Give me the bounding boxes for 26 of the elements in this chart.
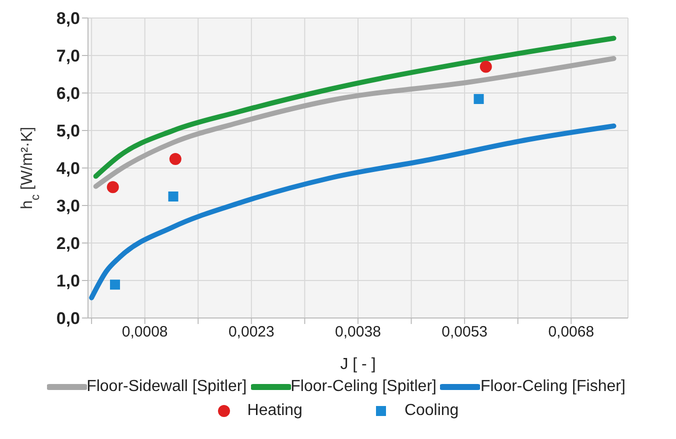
y-tick-label: 5,0 (56, 122, 80, 141)
y-tick-label: 3,0 (56, 196, 80, 216)
legend-label: Floor-Sidewall [Spitler] (86, 378, 247, 396)
x-tick-label: 0,0038 (335, 324, 381, 341)
y-tick-label: 2,0 (56, 234, 80, 254)
point (169, 153, 182, 165)
point (480, 60, 492, 73)
y-tick-label: 1,0 (56, 272, 80, 291)
legend-label: Cooling (404, 402, 459, 420)
y-tick-label: 6,0 (56, 84, 80, 104)
point (110, 280, 120, 290)
legend-label: Floor-Celing [Spitler] (290, 378, 436, 396)
y-tick-label: 8,0 (56, 9, 80, 28)
point (474, 94, 484, 104)
point (106, 181, 119, 194)
y-tick-label: 4,0 (56, 159, 80, 178)
legend-label: Heating (247, 402, 302, 420)
x-tick-label: 0,0023 (228, 324, 274, 341)
x-axis-title: J [ - ] (340, 356, 376, 373)
point (168, 192, 178, 202)
x-tick-label: 0,0068 (548, 324, 594, 341)
x-tick-label: 0,0008 (122, 324, 168, 341)
x-tick-label: 0,0053 (442, 324, 488, 341)
y-tick-label: 0,0 (56, 309, 80, 328)
y-tick-label: 7,0 (56, 46, 80, 66)
legend-label: Floor-Celing [Fisher] (480, 378, 626, 396)
